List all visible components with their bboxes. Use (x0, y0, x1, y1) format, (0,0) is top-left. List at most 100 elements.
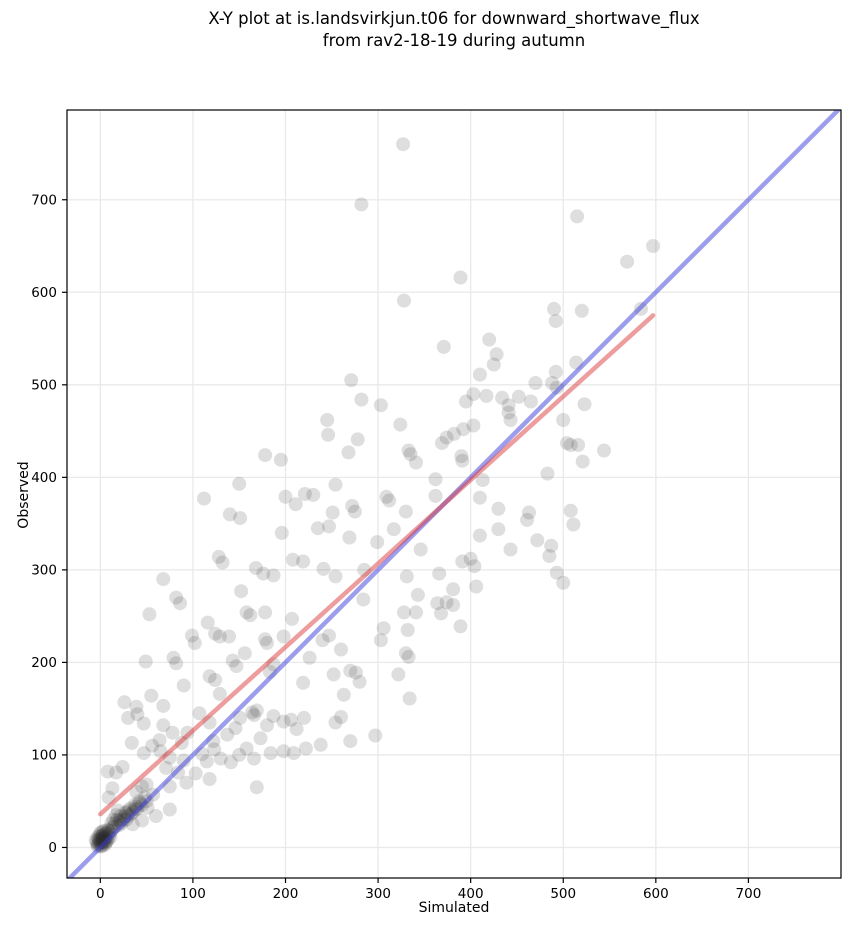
scatter-point (286, 746, 301, 761)
scatter-point (382, 493, 397, 508)
scatter-point (397, 293, 411, 308)
scatter-point (409, 455, 423, 470)
scatter-point (469, 579, 484, 594)
scatter-point (111, 818, 126, 833)
scatter-point (129, 784, 144, 799)
scatter-point (455, 554, 470, 569)
scatter-point (276, 744, 291, 759)
scatter-point (297, 710, 311, 725)
scatter-point (121, 710, 136, 725)
scatter-point (162, 802, 177, 817)
scatter-point (511, 389, 526, 404)
scatter-point (356, 592, 371, 607)
scatter-point (439, 595, 454, 610)
scatter-point (563, 503, 578, 518)
scatter-point (403, 447, 418, 462)
scatter-point (135, 813, 149, 828)
scatter-point (328, 477, 343, 492)
scatter-point (548, 364, 563, 379)
plot-data-layer (67, 110, 841, 878)
scatter-point (105, 781, 120, 796)
scatter-point (185, 628, 199, 643)
scatter-point (326, 667, 341, 682)
scatter-point (373, 398, 388, 413)
chart-title-line1: X-Y plot at is.landsvirkjun.t06 for down… (208, 9, 700, 28)
scatter-point (192, 706, 207, 721)
scatter-point (117, 695, 132, 710)
scatter-point (316, 561, 331, 576)
scatter-point (544, 538, 559, 553)
y-tick-label: 500 (31, 377, 57, 393)
scatter-point (447, 426, 461, 441)
scatter-point (165, 725, 180, 740)
scatter-point (325, 505, 340, 520)
scatter-point (491, 501, 506, 516)
scatter-point (228, 721, 243, 736)
scatter-point (284, 712, 299, 727)
scatter-point (266, 709, 281, 724)
scatter-point (297, 487, 312, 501)
scatter-point (212, 629, 227, 644)
scatter-point (233, 511, 248, 526)
scatter-point (472, 367, 487, 382)
scatter-point (428, 472, 443, 487)
scatter-point (92, 828, 107, 843)
scatter-point (334, 710, 348, 724)
scatter-point (200, 615, 215, 630)
scatter-point (222, 507, 237, 522)
scatter-point (350, 432, 365, 447)
scatter-point (459, 394, 473, 409)
scatter-point (454, 449, 469, 464)
scatter-point (547, 301, 561, 316)
scatter-point (463, 551, 478, 566)
scatter-point (296, 675, 311, 690)
scatter-point (453, 270, 468, 285)
scatter-point (169, 656, 184, 671)
scatter-point (322, 519, 336, 534)
scatter-point (258, 605, 273, 620)
scatter-point (436, 339, 451, 354)
scatter-point (343, 663, 358, 678)
scatter-point (289, 722, 304, 736)
scatter-point (243, 608, 258, 623)
scatter-point (491, 522, 506, 537)
scatter-point (574, 303, 589, 318)
scatter-point (549, 380, 564, 395)
scatter-point (152, 733, 167, 748)
scatter-point (148, 809, 163, 823)
scatter-point (232, 747, 247, 762)
y-tick-label: 300 (31, 562, 57, 578)
scatter-point (215, 555, 230, 570)
scatter-point (446, 598, 461, 612)
y-tick-label: 100 (31, 747, 57, 763)
scatter-point (486, 357, 501, 372)
scatter-point (136, 716, 151, 731)
scatter-point (232, 476, 247, 491)
scatter-point (212, 686, 227, 701)
scatter-point (285, 611, 299, 626)
scatter-point (373, 633, 388, 648)
scatter-point (239, 741, 254, 756)
scatter-point (322, 628, 336, 643)
scatter-point (343, 734, 358, 749)
scatter-point (176, 678, 191, 693)
x-tick-label: 200 (273, 886, 299, 902)
scatter-point (501, 405, 516, 420)
scatter-point (400, 623, 415, 637)
scatter-point (409, 605, 423, 620)
scatter-point (110, 812, 124, 827)
scatter-point (455, 453, 470, 468)
scatter-point (352, 674, 367, 689)
scatter-point (446, 582, 461, 597)
scatter-point (207, 742, 222, 757)
scatter-point (556, 575, 571, 590)
scatter-point (302, 650, 317, 665)
x-tick-label: 100 (180, 886, 206, 902)
scatter-point (479, 388, 494, 403)
scatter-point (169, 590, 184, 605)
scatter-point (439, 430, 454, 445)
scatter-point (348, 665, 363, 680)
scatter-point (368, 728, 383, 743)
scatter-point (401, 649, 416, 664)
